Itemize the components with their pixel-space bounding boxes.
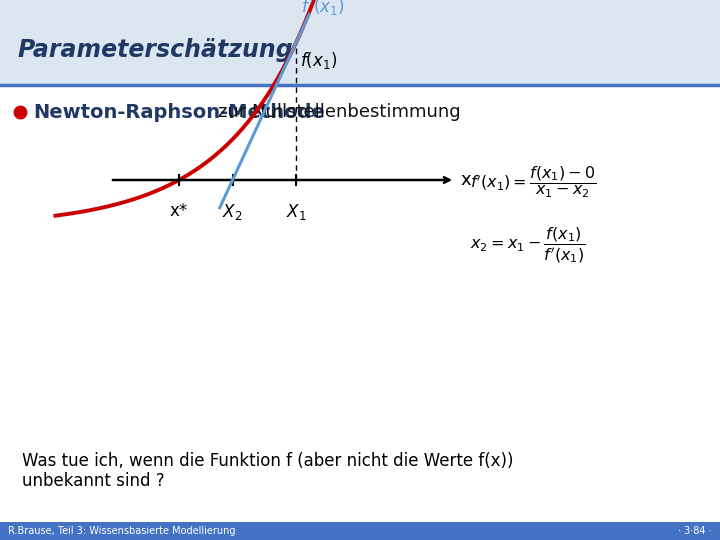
Text: zur Nullstellenbestimmung: zur Nullstellenbestimmung — [218, 103, 461, 121]
Text: $x_2 = x_1 - \dfrac{f(x_1)}{f'(x_1)}$: $x_2 = x_1 - \dfrac{f(x_1)}{f'(x_1)}$ — [470, 225, 585, 265]
Text: x: x — [460, 171, 471, 189]
Text: $f(x_1)$: $f(x_1)$ — [300, 50, 338, 71]
Text: $X_2$: $X_2$ — [222, 202, 243, 222]
Text: Newton-Raphson-Methode: Newton-Raphson-Methode — [33, 103, 325, 122]
Bar — [0, 0, 720, 85]
Text: unbekannt sind ?: unbekannt sind ? — [22, 472, 165, 490]
Text: R.Brause, Teil 3: Wissensbasierte Modellierung: R.Brause, Teil 3: Wissensbasierte Modell… — [8, 526, 235, 536]
Text: $f'(x_1) = \dfrac{f(x_1)-0}{x_1-x_2}$: $f'(x_1) = \dfrac{f(x_1)-0}{x_1-x_2}$ — [470, 164, 596, 200]
Bar — [0, 522, 720, 540]
Text: $X_1$: $X_1$ — [286, 202, 307, 222]
Text: Was tue ich, wenn die Funktion f (aber nicht die Werte f(x)): Was tue ich, wenn die Funktion f (aber n… — [22, 452, 513, 470]
Text: · 3·84 ·: · 3·84 · — [678, 526, 712, 536]
Text: x*: x* — [170, 202, 188, 220]
Text: Parameterschätzung: Parameterschätzung — [18, 38, 294, 62]
Text: $f\,'(x_1)$: $f\,'(x_1)$ — [302, 0, 345, 18]
